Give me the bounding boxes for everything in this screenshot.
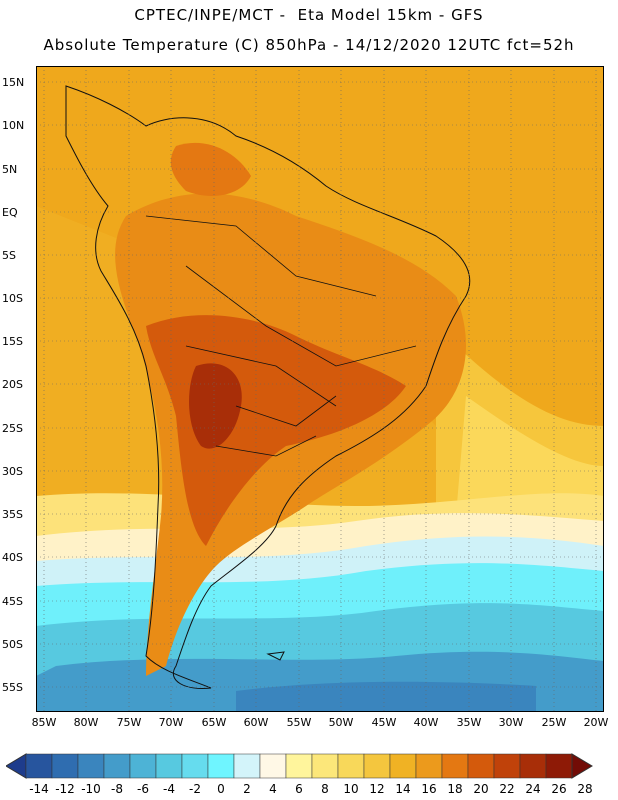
lat-label: 10N [2,119,25,132]
colorbar-label: 10 [343,782,359,796]
colorbar-swatch [77,753,105,779]
colorbar-swatch [337,753,365,779]
colorbar-arrow-left [6,753,27,779]
colorbar-label: -6 [137,782,149,796]
colorbar-swatch [441,753,469,779]
lon-label: 70W [158,716,184,729]
coastline [65,85,471,690]
colorbar-label: 14 [395,782,411,796]
colorbar-swatch [545,753,573,779]
colorbar-swatch [285,753,313,779]
colorbar-label: 26 [551,782,567,796]
colorbar-label: 18 [447,782,463,796]
map-frame [36,66,604,712]
lon-label: 75W [116,716,142,729]
lat-label: 50S [2,638,23,651]
lon-label: 20W [583,716,609,729]
falklands [266,651,285,661]
colorbar-swatch [415,753,443,779]
land-hottest [189,363,242,449]
lat-label: 5S [2,249,16,262]
colorbar-swatch [519,753,547,779]
colorbar-label: 12 [369,782,385,796]
lat-label: 40S [2,551,23,564]
lon-label: 65W [201,716,227,729]
colorbar-label: 28 [577,782,593,796]
colorbar-label: 2 [243,782,251,796]
lat-label: 25S [2,422,23,435]
lat-label: 15S [2,335,23,348]
colorbar-label: -14 [29,782,49,796]
lon-label: 55W [286,716,312,729]
lon-label: 60W [243,716,269,729]
colorbar-swatch [51,753,79,779]
colorbar-swatch [363,753,391,779]
lat-label: 55S [2,681,23,694]
colorbar-label: 0 [217,782,225,796]
colorbar-label: -2 [189,782,201,796]
title-line-1: CPTEC/INPE/MCT - Eta Model 15km - GFS [134,6,484,24]
lon-label: 25W [541,716,567,729]
colorbar-label: -8 [111,782,123,796]
colorbar-label: -10 [81,782,101,796]
colorbar-swatch [311,753,339,779]
lon-label: 35W [456,716,482,729]
land-hot-north [170,142,251,196]
colorbar-label: 22 [499,782,515,796]
colorbar-swatch [467,753,495,779]
gridlines [36,66,604,712]
country-borders [145,215,417,457]
lon-label: 40W [413,716,439,729]
lon-label: 85W [31,716,57,729]
lon-label: 80W [73,716,99,729]
band-deep-blue [236,681,536,712]
lon-label: 45W [371,716,397,729]
lat-label: 45S [2,595,23,608]
colorbar-swatch [493,753,521,779]
lat-label: 10S [2,292,23,305]
colorbar-swatch [129,753,157,779]
lat-label: 35S [2,508,23,521]
colorbar-label: -4 [163,782,175,796]
lon-label: 50W [328,716,354,729]
lat-label: 20S [2,378,23,391]
colorbar-swatch [233,753,261,779]
colorbar-label: 4 [269,782,277,796]
colorbar [6,753,593,779]
colorbar-swatch [389,753,417,779]
lat-label: EQ [2,206,18,219]
lat-label: 5N [2,163,18,176]
lat-label: 15N [2,76,25,89]
lat-label: 30S [2,465,23,478]
colorbar-label: -12 [55,782,75,796]
title-line-2: Absolute Temperature (C) 850hPa - 14/12/… [43,36,575,54]
colorbar-swatch [155,753,183,779]
colorbar-label: 16 [421,782,437,796]
colorbar-label: 8 [321,782,329,796]
lon-label: 30W [498,716,524,729]
colorbar-swatch [207,753,235,779]
colorbar-swatch [103,753,131,779]
colorbar-arrow-right [571,753,593,779]
colorbar-label: 20 [473,782,489,796]
colorbar-swatch [259,753,287,779]
colorbar-label: 24 [525,782,541,796]
temperature-map [36,66,604,712]
colorbar-swatch [181,753,209,779]
colorbar-swatch [25,753,53,779]
colorbar-label: 6 [295,782,303,796]
